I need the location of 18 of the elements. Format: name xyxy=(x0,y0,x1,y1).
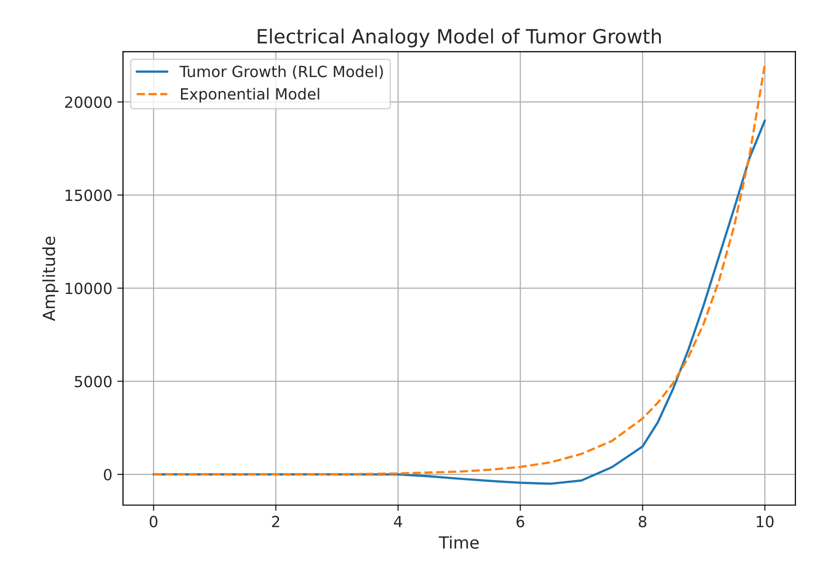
x-tick-label: 10 xyxy=(756,516,774,528)
legend-label: Tumor Growth (RLC Model) xyxy=(179,65,383,80)
x-tick-label: 2 xyxy=(272,516,280,528)
chart-title: Electrical Analogy Model of Tumor Growth xyxy=(258,28,661,48)
line-series xyxy=(152,64,766,476)
y-axis-title: Amplitude xyxy=(42,236,58,321)
y-tick-label: 20000 xyxy=(65,96,112,108)
y-tick-label: 15000 xyxy=(66,190,112,202)
y-tick-label: 10000 xyxy=(66,282,112,294)
x-tick-label: 0 xyxy=(150,516,158,528)
line-series xyxy=(152,119,766,485)
x-axis-title: Time xyxy=(438,536,479,549)
y-tick-label: 0 xyxy=(104,468,112,480)
legend-label: Exponential Model xyxy=(181,88,320,103)
x-tick-label: 8 xyxy=(638,516,646,528)
x-tick-label: 6 xyxy=(516,516,524,528)
y-tick-label: 5000 xyxy=(74,376,112,388)
x-tick-label: 4 xyxy=(394,516,402,528)
